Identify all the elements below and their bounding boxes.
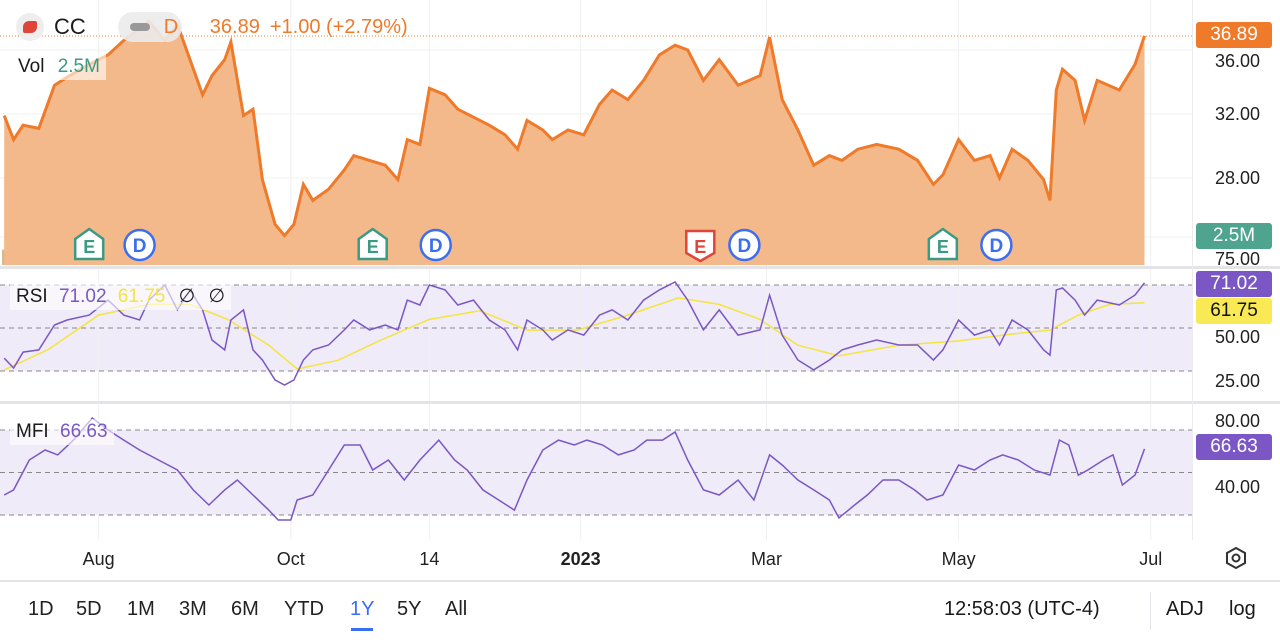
mfi-tick: 80.00 bbox=[1214, 411, 1260, 431]
price-tick: 28.00 bbox=[1214, 168, 1260, 188]
rsi-label: RSI bbox=[16, 286, 48, 307]
dividend-marker[interactable]: D bbox=[728, 228, 761, 262]
x-tick-label: Oct bbox=[276, 549, 305, 569]
footer-divider bbox=[1150, 592, 1151, 630]
mfi-legend[interactable]: MFI 66.63 bbox=[10, 419, 114, 445]
earnings-icon bbox=[357, 227, 388, 261]
rsi-ma-tag: 61.75 bbox=[1196, 298, 1272, 324]
x-tick-label: 2023 bbox=[560, 549, 601, 569]
x-tick-label: Mar bbox=[750, 549, 782, 569]
range-button-ytd[interactable]: YTD bbox=[284, 598, 324, 620]
earnings-icon-label: E bbox=[937, 237, 949, 257]
earnings-icon-label: E bbox=[367, 237, 379, 257]
mfi-tick: 40.00 bbox=[1214, 477, 1260, 497]
rsi-value: 71.02 bbox=[58, 286, 107, 307]
volume-legend[interactable]: Vol 2.5M bbox=[12, 54, 106, 80]
earnings-icon bbox=[927, 227, 959, 261]
interval-label: D bbox=[163, 15, 179, 38]
range-button-6m[interactable]: 6M bbox=[231, 598, 259, 620]
rsi-ma-value: 61.75 bbox=[117, 286, 166, 307]
dividend-marker[interactable]: D bbox=[419, 228, 452, 262]
volume-tag: 2.5M bbox=[1196, 223, 1272, 249]
range-button-1d[interactable]: 1D bbox=[28, 598, 54, 620]
pane-divider[interactable] bbox=[0, 401, 1280, 404]
earnings-marker[interactable]: E bbox=[73, 227, 105, 261]
range-button-3m[interactable]: 3M bbox=[179, 598, 207, 620]
last-price: 36.89 bbox=[209, 15, 260, 38]
dividend-icon bbox=[123, 228, 156, 262]
rsi-tick: 50.00 bbox=[1214, 327, 1260, 347]
volume-value: 2.5M bbox=[57, 56, 100, 77]
dividend-icon bbox=[980, 228, 1013, 262]
x-tick-label: May bbox=[941, 549, 976, 569]
empty-set-icon: ∅ bbox=[178, 286, 196, 307]
clock: 12:58:03 (UTC-4) bbox=[944, 598, 1100, 620]
adjust-toggle[interactable]: ADJ bbox=[1166, 598, 1204, 620]
earnings-marker[interactable]: E bbox=[357, 227, 388, 261]
earnings-marker[interactable]: E bbox=[685, 229, 716, 263]
x-tick-label: Jul bbox=[1139, 549, 1163, 569]
price-change: +1.00 (+2.79%) bbox=[269, 15, 408, 38]
price-axis-border bbox=[1192, 0, 1193, 540]
settings-icon[interactable] bbox=[1224, 546, 1248, 570]
pane-divider[interactable] bbox=[0, 266, 1280, 269]
dividend-icon bbox=[419, 228, 452, 262]
earnings-icon bbox=[73, 227, 105, 261]
range-button-all[interactable]: All bbox=[445, 598, 468, 620]
price-tick: 32.00 bbox=[1214, 104, 1260, 124]
active-range-underline bbox=[351, 628, 373, 631]
dividend-icon-label: D bbox=[738, 236, 752, 257]
company-logo bbox=[16, 13, 44, 41]
interval-toggle[interactable]: D bbox=[117, 12, 182, 42]
x-tick-label: 14 bbox=[419, 549, 440, 569]
log-scale-toggle[interactable]: log bbox=[1229, 598, 1256, 620]
price-tick: 36.00 bbox=[1214, 51, 1260, 71]
price-line bbox=[2, 19, 1146, 238]
volume-label: Vol bbox=[18, 56, 45, 77]
range-button-1y[interactable]: 1Y bbox=[350, 598, 375, 620]
footer-divider bbox=[0, 580, 1280, 582]
minus-icon bbox=[129, 23, 150, 31]
mfi-label: MFI bbox=[16, 421, 49, 442]
range-button-5y[interactable]: 5Y bbox=[397, 598, 422, 620]
earnings-marker[interactable]: E bbox=[927, 227, 959, 261]
dividend-icon bbox=[728, 228, 761, 262]
mfi-tag: 66.63 bbox=[1196, 434, 1272, 460]
mfi-line bbox=[3, 416, 1146, 521]
empty-set-icon: ∅ bbox=[208, 286, 226, 307]
dividend-icon-label: D bbox=[990, 236, 1004, 257]
dividend-icon-label: D bbox=[429, 236, 443, 257]
rsi-tick: 25.00 bbox=[1214, 371, 1260, 391]
price-tag: 36.89 bbox=[1196, 22, 1272, 48]
earnings-icon-label: E bbox=[83, 237, 95, 257]
chart-header: CC D 36.89 +1.00 (+2.79%) bbox=[16, 12, 408, 42]
range-button-1m[interactable]: 1M bbox=[127, 598, 155, 620]
rsi-tick: 75.00 bbox=[1214, 249, 1260, 269]
earnings-icon-label: E bbox=[694, 237, 706, 257]
range-button-5d[interactable]: 5D bbox=[76, 598, 102, 620]
dividend-marker[interactable]: D bbox=[980, 228, 1013, 262]
earnings-icon bbox=[685, 229, 716, 263]
mfi-value: 66.63 bbox=[60, 421, 108, 442]
rsi-tag: 71.02 bbox=[1196, 271, 1272, 297]
dividend-marker[interactable]: D bbox=[123, 228, 156, 262]
price-area-fill bbox=[4, 21, 1145, 266]
rsi-legend[interactable]: RSI 71.02 61.75 ∅ ∅ bbox=[10, 283, 232, 310]
x-tick-label: Aug bbox=[82, 549, 115, 569]
ticker-symbol: CC bbox=[54, 14, 86, 39]
dividend-icon-label: D bbox=[133, 236, 147, 257]
